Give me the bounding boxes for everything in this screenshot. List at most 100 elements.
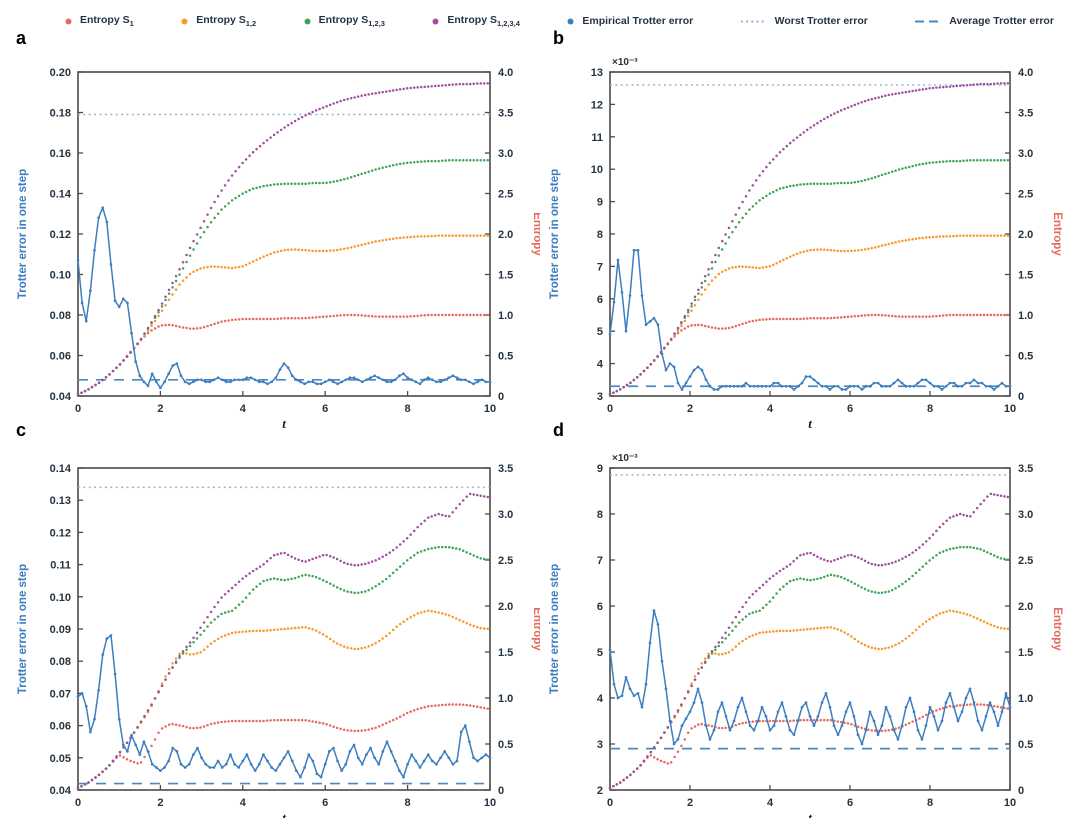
- svg-text:6: 6: [847, 797, 853, 809]
- legend-label-entropy-s1234: Entropy S1,2,3,4: [447, 14, 520, 29]
- right-axis-label-a: Entropy: [531, 212, 540, 256]
- svg-text:0.20: 0.20: [50, 67, 71, 79]
- svg-text:6: 6: [847, 403, 853, 415]
- entropy-s123-marker-icon: [304, 18, 311, 25]
- svg-text:2: 2: [157, 403, 163, 415]
- right-axis-label-c: Entropy: [531, 607, 540, 651]
- svg-text:3.5: 3.5: [498, 463, 513, 475]
- svg-text:4: 4: [597, 693, 604, 705]
- svg-text:4: 4: [597, 359, 604, 371]
- svg-text:0.12: 0.12: [50, 229, 71, 241]
- series-entropy-s1234-d: [608, 492, 1010, 790]
- svg-text:0.04: 0.04: [50, 785, 72, 797]
- svg-text:4: 4: [767, 403, 774, 415]
- series-empirical-trotter-error-d: [608, 609, 1012, 746]
- legend-item-entropy-s123: Entropy S1,2,3: [303, 14, 385, 28]
- legend: Entropy S1 Entropy S1,2 Entropy S1,2,3 Entr…: [0, 14, 1080, 28]
- left-axis-label-d: Trotter error in one step: [549, 564, 561, 694]
- left-axis-c: 0.04 0.05 0.06 0.07 0.08 0.09 0.10 0.11 0.12 0.13…: [50, 463, 83, 797]
- series-entropy-s12-c: [76, 609, 489, 790]
- svg-text:4: 4: [240, 403, 247, 415]
- svg-text:2.5: 2.5: [1018, 189, 1033, 201]
- plot-frame-d: [609, 467, 1011, 791]
- svg-text:10: 10: [484, 403, 496, 415]
- series-entropy-s123-d: [608, 545, 1010, 790]
- svg-text:3.5: 3.5: [498, 108, 513, 120]
- svg-text:0: 0: [1018, 785, 1024, 797]
- svg-text:0.14: 0.14: [50, 189, 72, 201]
- legend-item-entropy-s1234: Entropy S1,2,3,4: [431, 14, 520, 28]
- svg-text:0.16: 0.16: [50, 148, 71, 160]
- entropy-s1234-marker-icon: [432, 18, 439, 25]
- svg-text:1.5: 1.5: [498, 647, 513, 659]
- svg-text:2.5: 2.5: [498, 555, 513, 567]
- svg-text:0.07: 0.07: [50, 688, 71, 700]
- series-empirical-trotter-error-c: [76, 634, 492, 779]
- average-trotter-error-marker-icon: [915, 20, 942, 23]
- legend-item-worst-trotter-error: Worst Trotter error: [740, 15, 868, 27]
- svg-text:0.5: 0.5: [1018, 739, 1033, 751]
- svg-text:3.0: 3.0: [498, 148, 513, 160]
- svg-text:8: 8: [405, 403, 411, 415]
- svg-text:1.0: 1.0: [498, 310, 513, 322]
- svg-text:3.0: 3.0: [498, 509, 513, 521]
- svg-text:4: 4: [767, 797, 774, 809]
- legend-item-average-trotter-error: Average Trotter error: [914, 15, 1054, 27]
- svg-text:5: 5: [597, 326, 603, 338]
- svg-text:3.5: 3.5: [1018, 463, 1033, 475]
- svg-text:0.11: 0.11: [50, 560, 71, 572]
- svg-text:5: 5: [597, 647, 603, 659]
- svg-text:1.0: 1.0: [498, 693, 513, 705]
- svg-text:6: 6: [597, 294, 603, 306]
- svg-text:6: 6: [322, 797, 328, 809]
- x-axis-label-c: t: [282, 810, 286, 818]
- series-entropy-s12-d: [608, 609, 1010, 790]
- svg-text:0.13: 0.13: [50, 495, 71, 507]
- svg-text:9: 9: [597, 197, 603, 209]
- worst-trotter-error-marker-icon: [740, 20, 767, 23]
- entropy-s12-marker-icon: [181, 18, 188, 25]
- svg-text:0: 0: [1018, 391, 1024, 403]
- svg-text:3.0: 3.0: [1018, 148, 1033, 160]
- svg-text:10: 10: [1004, 403, 1016, 415]
- entropy-s1-marker-icon: [65, 18, 72, 25]
- legend-label-empirical-trotter-error: Empirical Trotter error: [582, 15, 694, 28]
- svg-text:0.10: 0.10: [50, 592, 71, 604]
- svg-text:4.0: 4.0: [1018, 67, 1033, 79]
- svg-text:0: 0: [75, 403, 81, 415]
- svg-text:1.5: 1.5: [1018, 647, 1033, 659]
- x-axis-b: 0 2 4 6 8 10: [607, 391, 1016, 415]
- series-entropy-s1-a: [76, 313, 489, 396]
- svg-text:2: 2: [687, 403, 693, 415]
- axis-offset-d: ×10⁻³: [612, 453, 638, 464]
- svg-text:0.5: 0.5: [1018, 351, 1033, 363]
- svg-text:0.5: 0.5: [498, 351, 513, 363]
- svg-text:0: 0: [607, 797, 613, 809]
- legend-label-entropy-s12: Entropy S1,2: [196, 14, 257, 29]
- series-entropy-s123-a: [76, 159, 489, 396]
- svg-text:10: 10: [1004, 797, 1016, 809]
- panel-letter-b: b: [553, 28, 564, 48]
- x-axis-label-b: t: [808, 416, 812, 431]
- panel-letter-d: d: [553, 420, 564, 440]
- left-axis-label-b: Trotter error in one step: [549, 169, 561, 299]
- svg-text:2.0: 2.0: [498, 229, 513, 241]
- x-axis-a: 0 2 4 6 8 10: [75, 391, 496, 415]
- svg-text:0.09: 0.09: [50, 624, 71, 636]
- left-axis-label-c: Trotter error in one step: [17, 564, 29, 694]
- x-axis-d: 0 2 4 6 8 10: [607, 785, 1016, 809]
- svg-text:7: 7: [597, 261, 603, 273]
- legend-item-entropy-s1: Entropy S1: [64, 14, 134, 28]
- svg-text:0.06: 0.06: [50, 351, 71, 363]
- svg-text:0.04: 0.04: [50, 391, 72, 403]
- right-axis-label-d: Entropy: [1051, 607, 1063, 651]
- left-axis-d: 2 3 4 5 6 7 8 9: [597, 463, 615, 797]
- svg-text:10: 10: [484, 797, 496, 809]
- svg-text:3.5: 3.5: [1018, 108, 1033, 120]
- svg-text:1.0: 1.0: [1018, 310, 1033, 322]
- series-entropy-s1234-b: [608, 82, 1010, 396]
- svg-text:3: 3: [597, 739, 603, 751]
- svg-text:0.12: 0.12: [50, 527, 71, 539]
- right-axis-label-b: Entropy: [1051, 212, 1063, 256]
- series-entropy-s1234-c: [76, 492, 489, 790]
